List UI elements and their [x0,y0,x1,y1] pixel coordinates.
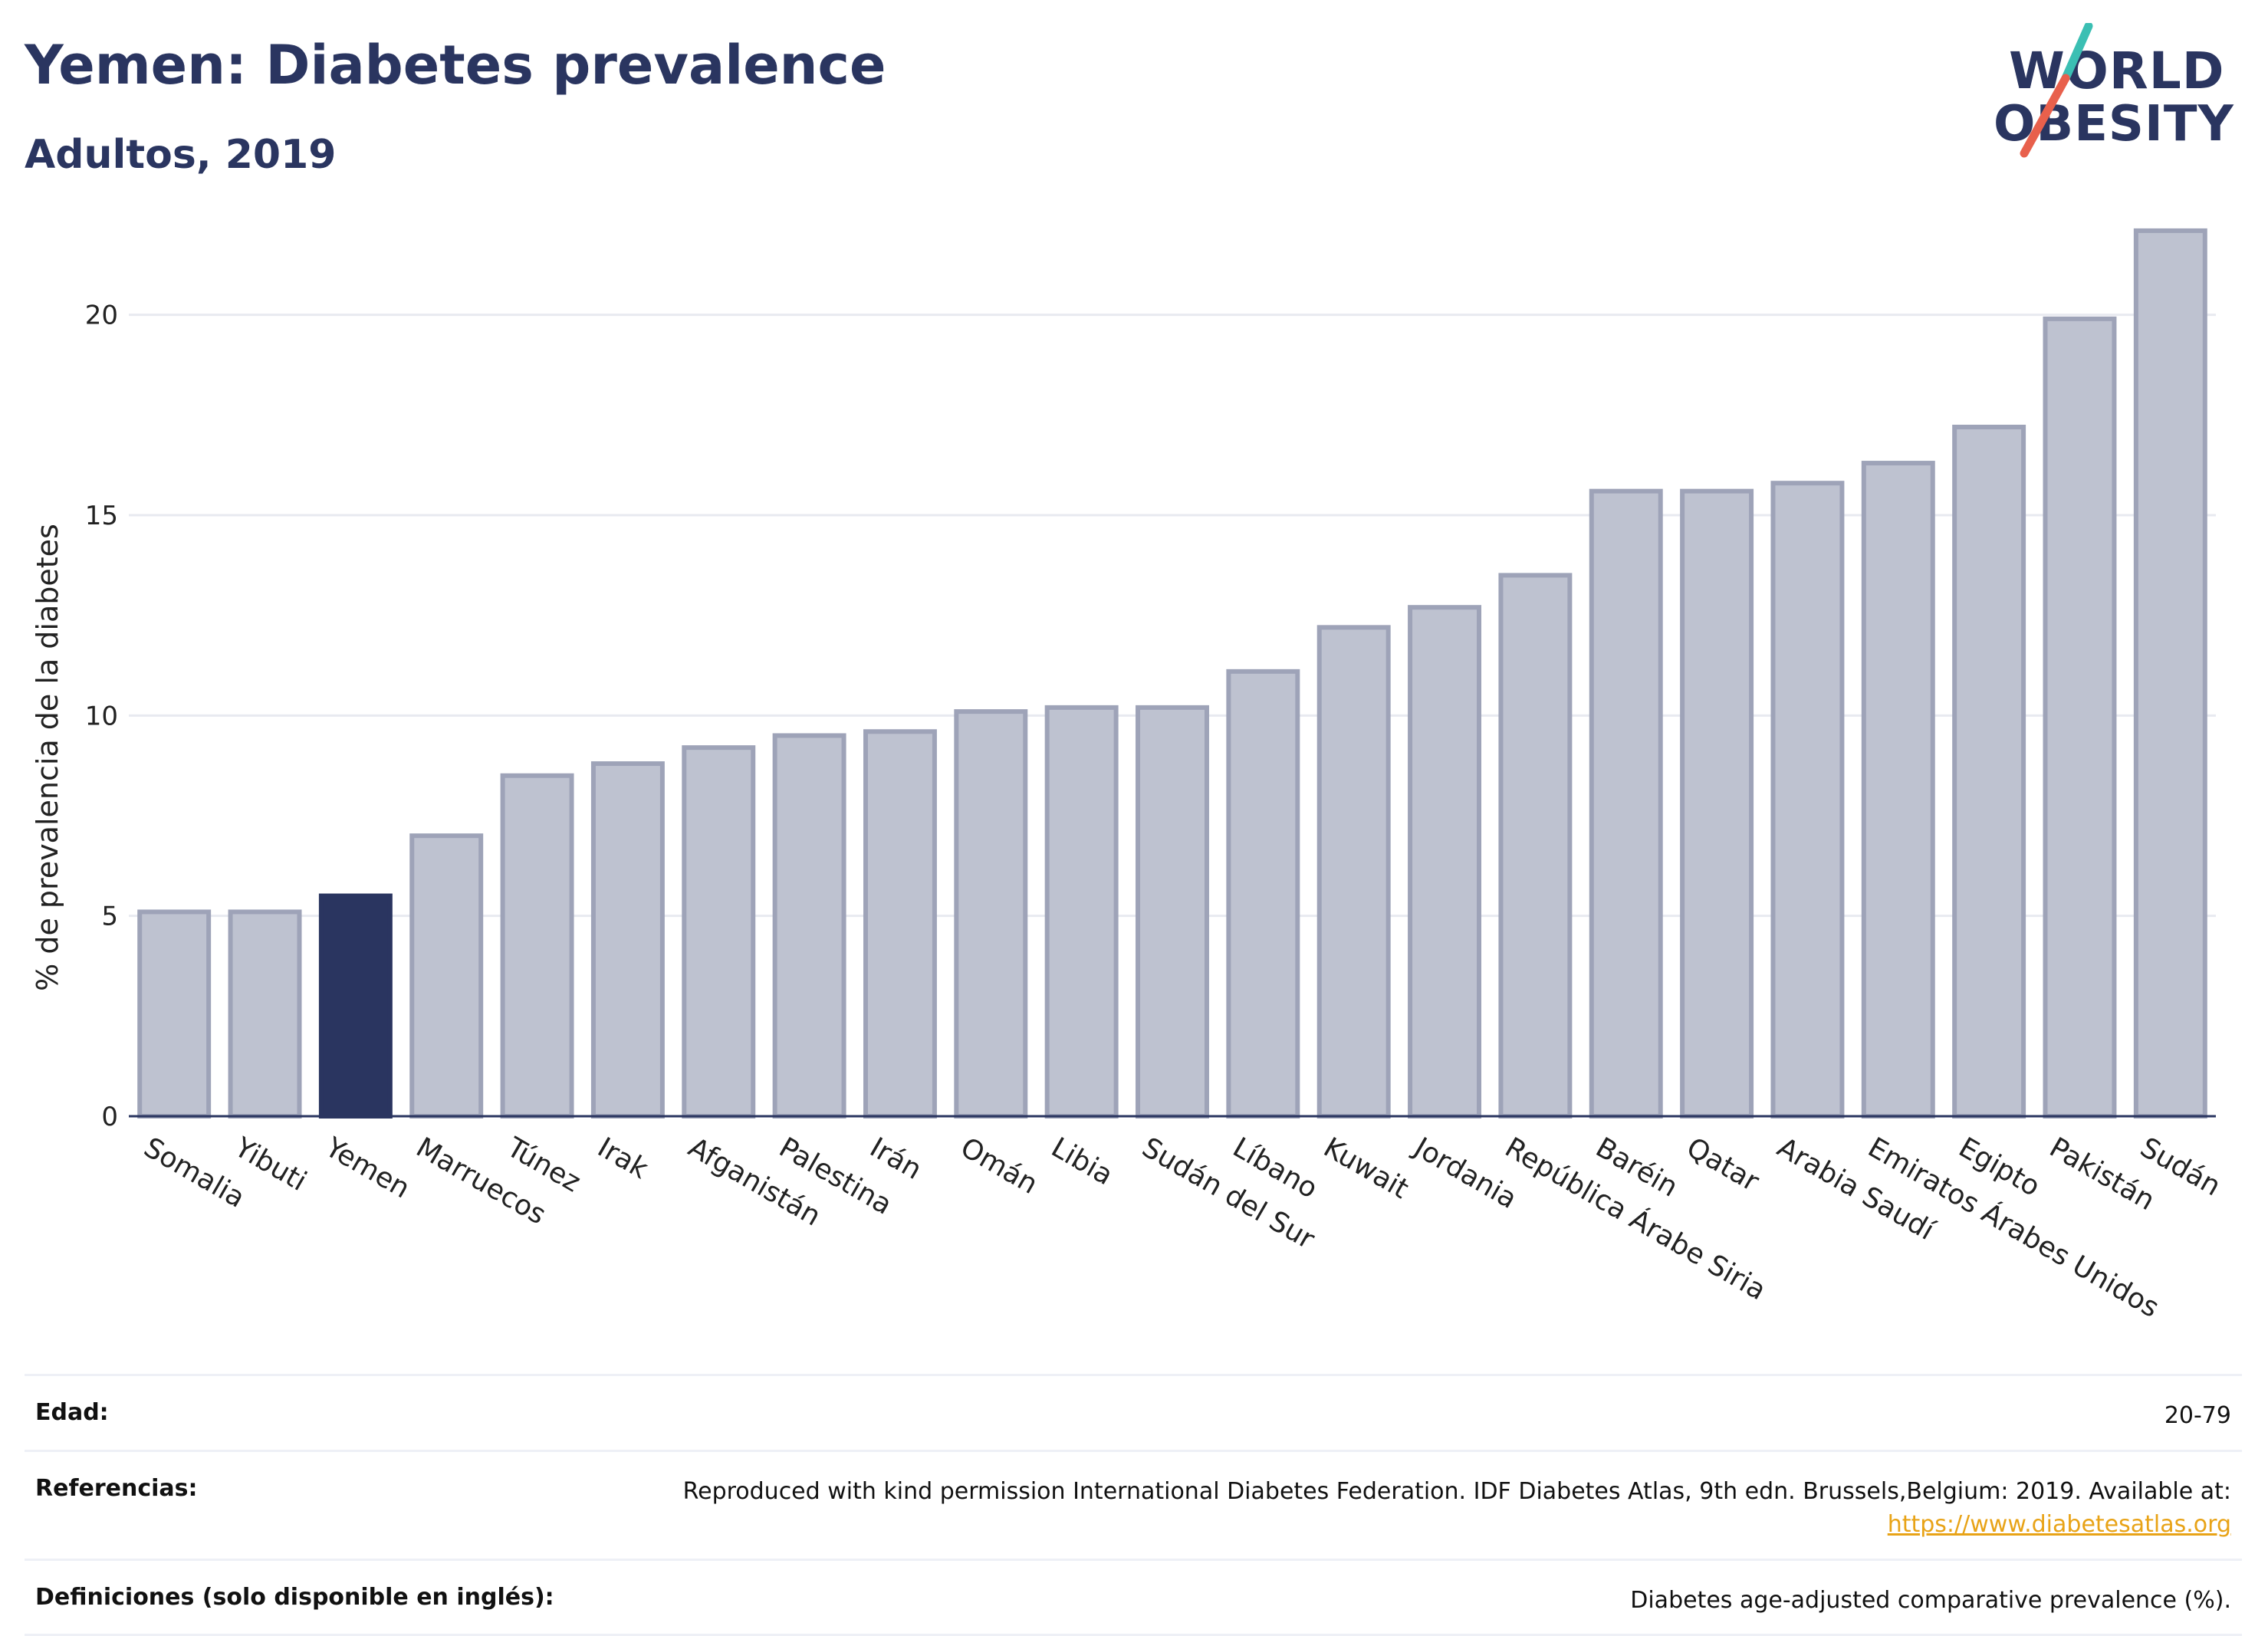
age-value: 20-79 [2164,1399,2231,1433]
x-tick-label: Irak [592,1132,653,1185]
bar[interactable] [684,747,753,1116]
x-tick-label: Qatar [1681,1132,1764,1197]
logo-slash-icon [1994,23,2254,169]
bar[interactable] [140,912,209,1116]
references-value: Reproduced with kind permission Internat… [683,1475,2231,1542]
bar[interactable] [1500,575,1570,1116]
bar[interactable] [1047,708,1116,1116]
bar[interactable] [956,711,1025,1116]
bar[interactable] [1682,491,1751,1116]
bar[interactable] [2046,319,2115,1116]
bar[interactable] [1228,672,1297,1116]
x-tick-label: Irán [864,1132,926,1186]
references-label: Referencias: [35,1475,198,1502]
x-tick-label: Jordania [1408,1131,1522,1215]
definitions-label: Definiciones (solo disponible en inglés)… [35,1584,554,1611]
bar[interactable] [593,764,662,1116]
x-tick-label: Kuwait [1318,1132,1414,1205]
bar[interactable] [866,731,935,1116]
references-text: Reproduced with kind permission Internat… [683,1478,2231,1505]
bar[interactable] [1138,708,1207,1116]
info-row-definitions: Definiciones (solo disponible en inglés)… [25,1559,2242,1636]
y-tick-label: 10 [85,701,118,731]
y-tick-label: 15 [85,501,118,531]
y-tick-label: 20 [85,301,118,331]
x-tick-label: Libia [1046,1132,1118,1191]
bar[interactable] [1773,483,1842,1116]
bar[interactable] [1592,491,1661,1116]
bar[interactable] [321,896,390,1116]
bar[interactable] [1320,627,1389,1116]
references-link[interactable]: https://www.diabetesatlas.org [1888,1511,2231,1538]
bar[interactable] [775,735,844,1116]
bar[interactable] [1954,427,2023,1116]
info-table: Edad: 20-79 Referencias: Reproduced with… [25,1374,2242,1636]
page-subtitle: Adultos, 2019 [25,132,336,178]
x-tick-label: Omán [955,1132,1043,1201]
bar[interactable] [2136,231,2205,1116]
bars [129,231,2216,1116]
page-title: Yemen: Diabetes prevalence [25,34,886,97]
y-tick-label: 0 [101,1102,118,1132]
x-tick-label: Arabia Saudí [1772,1132,1940,1247]
definitions-value: Diabetes age-adjusted comparative preval… [1630,1584,2231,1618]
bar[interactable] [1410,607,1479,1116]
bar[interactable] [1864,463,1933,1116]
age-label: Edad: [35,1399,109,1426]
info-row-age: Edad: 20-79 [25,1374,2242,1450]
y-axis-label: % de prevalencia de la diabetes [31,524,64,991]
y-tick-label: 5 [101,902,118,932]
info-row-references: Referencias: Reproduced with kind permis… [25,1450,2242,1559]
bar[interactable] [231,912,300,1116]
bar[interactable] [503,776,572,1116]
y-axis-ticks: 0 5 10 15 20 [85,301,118,1132]
bar[interactable] [412,836,481,1116]
world-obesity-logo[interactable]: WORLD OBESITY [1994,23,2254,169]
x-tick-label: Yemen [320,1132,416,1205]
x-tick-label: Somalia [139,1132,250,1214]
